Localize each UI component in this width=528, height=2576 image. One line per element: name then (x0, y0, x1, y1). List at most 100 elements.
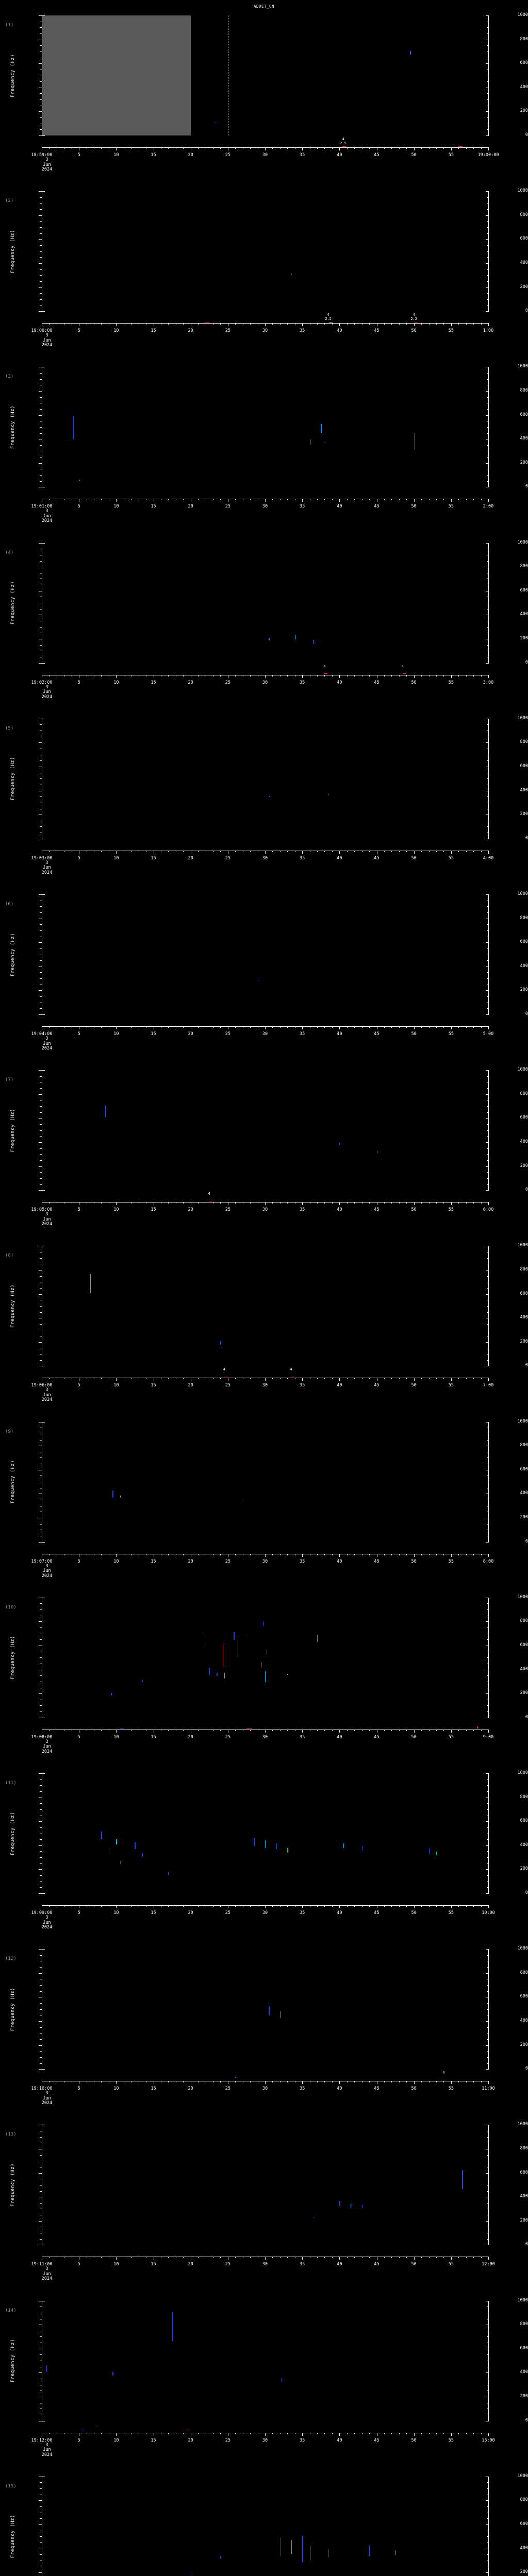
x-tick (421, 323, 422, 325)
y-tick (40, 1809, 42, 1810)
x-tick (317, 674, 318, 676)
x-tick (220, 850, 221, 852)
x-tick (287, 2432, 288, 2434)
x-tick (406, 147, 407, 149)
x-tick (481, 147, 482, 149)
x-tick (391, 2081, 392, 2083)
x-tick (265, 850, 266, 854)
x-tick (101, 2081, 102, 2083)
y-tick-right (487, 2239, 489, 2240)
x-tick (406, 2081, 407, 2083)
x-tick (473, 1026, 474, 1028)
x-tick (391, 2257, 392, 2259)
y-tick (40, 445, 42, 446)
axis-cap (42, 894, 45, 895)
detection-trace (302, 2535, 303, 2563)
x-tick (235, 674, 236, 676)
y-tick-right (486, 1949, 489, 1950)
x-tick (421, 1202, 422, 1204)
y-tick-label: 800 (520, 739, 528, 745)
x-tick (250, 1202, 251, 1204)
x-axis-start-label: 19:00:00 (31, 328, 53, 334)
x-tick (272, 147, 273, 149)
x-tick (473, 1378, 474, 1380)
plot-area (42, 2476, 488, 2576)
x-tick (354, 674, 355, 676)
detection-trace (291, 2540, 292, 2554)
x-tick (384, 2081, 385, 2083)
x-tick (399, 1729, 400, 1731)
y-tick (40, 1287, 42, 1289)
x-tick (421, 499, 422, 501)
x-tick (49, 1202, 50, 1204)
y-tick-right (487, 1306, 489, 1307)
panel-index-label: (8) (5, 1253, 14, 1259)
x-tick (302, 2081, 303, 2084)
x-axis-start-label: 19:01:00 (31, 504, 53, 510)
x-tick (302, 1553, 303, 1557)
y-tick-right (487, 373, 489, 374)
x-tick (168, 2432, 169, 2434)
x-tick-label: 35 (300, 1734, 305, 1740)
x-tick (198, 499, 199, 501)
y-tick-right (487, 2051, 489, 2052)
y-tick-right (487, 481, 489, 482)
x-tick (317, 1905, 318, 1907)
x-tick (198, 850, 199, 852)
x-tick (399, 2432, 400, 2434)
y-tick (40, 1160, 42, 1161)
x-tick (339, 147, 340, 150)
x-tick-label: 35 (300, 1383, 305, 1388)
y-tick-right (487, 2482, 489, 2483)
x-tick (198, 1553, 199, 1555)
x-tick (346, 1378, 348, 1380)
plot-area (42, 2300, 488, 2432)
y-tick (40, 409, 42, 410)
y-tick (39, 942, 42, 943)
x-tick-label: 15 (151, 328, 156, 334)
y-tick (40, 2051, 42, 2052)
detection-trace (120, 1495, 121, 1498)
y-tick (39, 2372, 42, 2374)
x-tick (332, 147, 333, 149)
x-tick (354, 1553, 355, 1555)
y-tick-right (486, 1845, 489, 1846)
y-tick (39, 1094, 42, 1095)
x-tick (317, 1729, 318, 1731)
detection-trace (120, 1860, 121, 1864)
x-tick (220, 1729, 221, 1731)
y-axis-title: Frequency (Hz) (10, 1636, 16, 1680)
x-tick (391, 1202, 392, 1204)
y-tick (40, 796, 42, 798)
x-tick (436, 1378, 437, 1380)
x-tick (101, 674, 102, 676)
y-tick (39, 543, 42, 544)
x-tick (272, 2081, 273, 2083)
detection-trace (220, 2556, 221, 2559)
detection-trace (112, 1490, 113, 1498)
y-tick-label: 800 (520, 1266, 528, 1272)
y-tick (39, 1070, 42, 1071)
y-tick-label: 800 (520, 1443, 528, 1448)
x-axis-date-label: 3 Jun 2024 (41, 1036, 53, 1051)
x-tick-label: 35 (300, 2437, 305, 2443)
y-tick-right (487, 2039, 489, 2040)
x-tick (369, 499, 370, 501)
detection-trace (343, 1843, 344, 1849)
y-tick-label: 1000 (517, 891, 528, 896)
y-tick (40, 379, 42, 380)
y-tick (40, 1130, 42, 1131)
y-tick-label: 800 (520, 1970, 528, 1975)
x-tick (317, 323, 318, 325)
spectrogram-panel: 0 200 400 600 800 1000 Frequency (Hz) (2) 19:00:… (0, 180, 528, 355)
x-axis-start-label: 19:10:00 (31, 2086, 53, 2092)
x-tick (421, 1553, 422, 1555)
x-tick (49, 2081, 50, 2083)
y-tick-label: 1000 (517, 539, 528, 545)
x-tick (101, 2257, 102, 2259)
y-tick (40, 203, 42, 204)
x-tick (451, 1905, 452, 1908)
y-tick-label: 0 (525, 1011, 528, 1016)
x-tick (436, 1026, 437, 1028)
y-tick-right (487, 1154, 489, 1155)
